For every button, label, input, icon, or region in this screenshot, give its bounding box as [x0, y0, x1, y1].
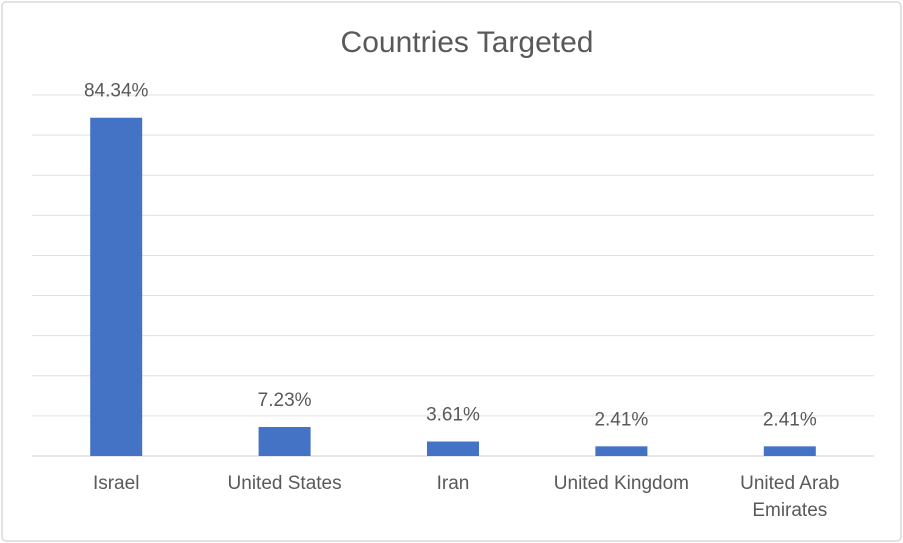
data-label: 7.23%: [258, 390, 312, 411]
bar: [90, 117, 143, 457]
bar: [258, 426, 311, 456]
chart-title: Countries Targeted: [341, 26, 594, 59]
x-tick-label: United Kingdom: [553, 473, 689, 494]
data-label: 2.41%: [763, 409, 817, 430]
x-tick-label: Iran: [436, 473, 470, 494]
x-tick-label: Israel: [92, 473, 140, 494]
bar: [763, 446, 816, 456]
x-tick-label: United States: [227, 473, 342, 494]
bar: [427, 441, 479, 456]
x-tick-label: United Arab Emirates: [740, 473, 840, 521]
data-label: 3.61%: [426, 405, 480, 426]
bar: [595, 446, 648, 456]
data-label: 84.34%: [84, 81, 149, 102]
data-label: 2.41%: [594, 409, 648, 430]
